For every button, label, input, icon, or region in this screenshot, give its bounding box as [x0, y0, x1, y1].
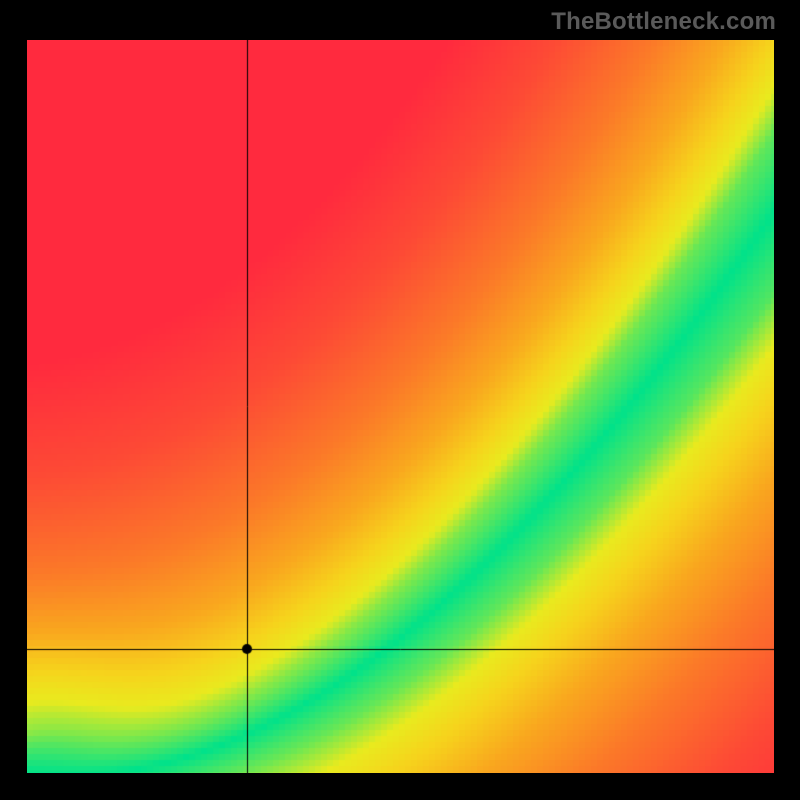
chart-container: TheBottleneck.com	[0, 0, 800, 800]
watermark-text: TheBottleneck.com	[551, 8, 776, 36]
bottleneck-heatmap	[27, 40, 774, 773]
